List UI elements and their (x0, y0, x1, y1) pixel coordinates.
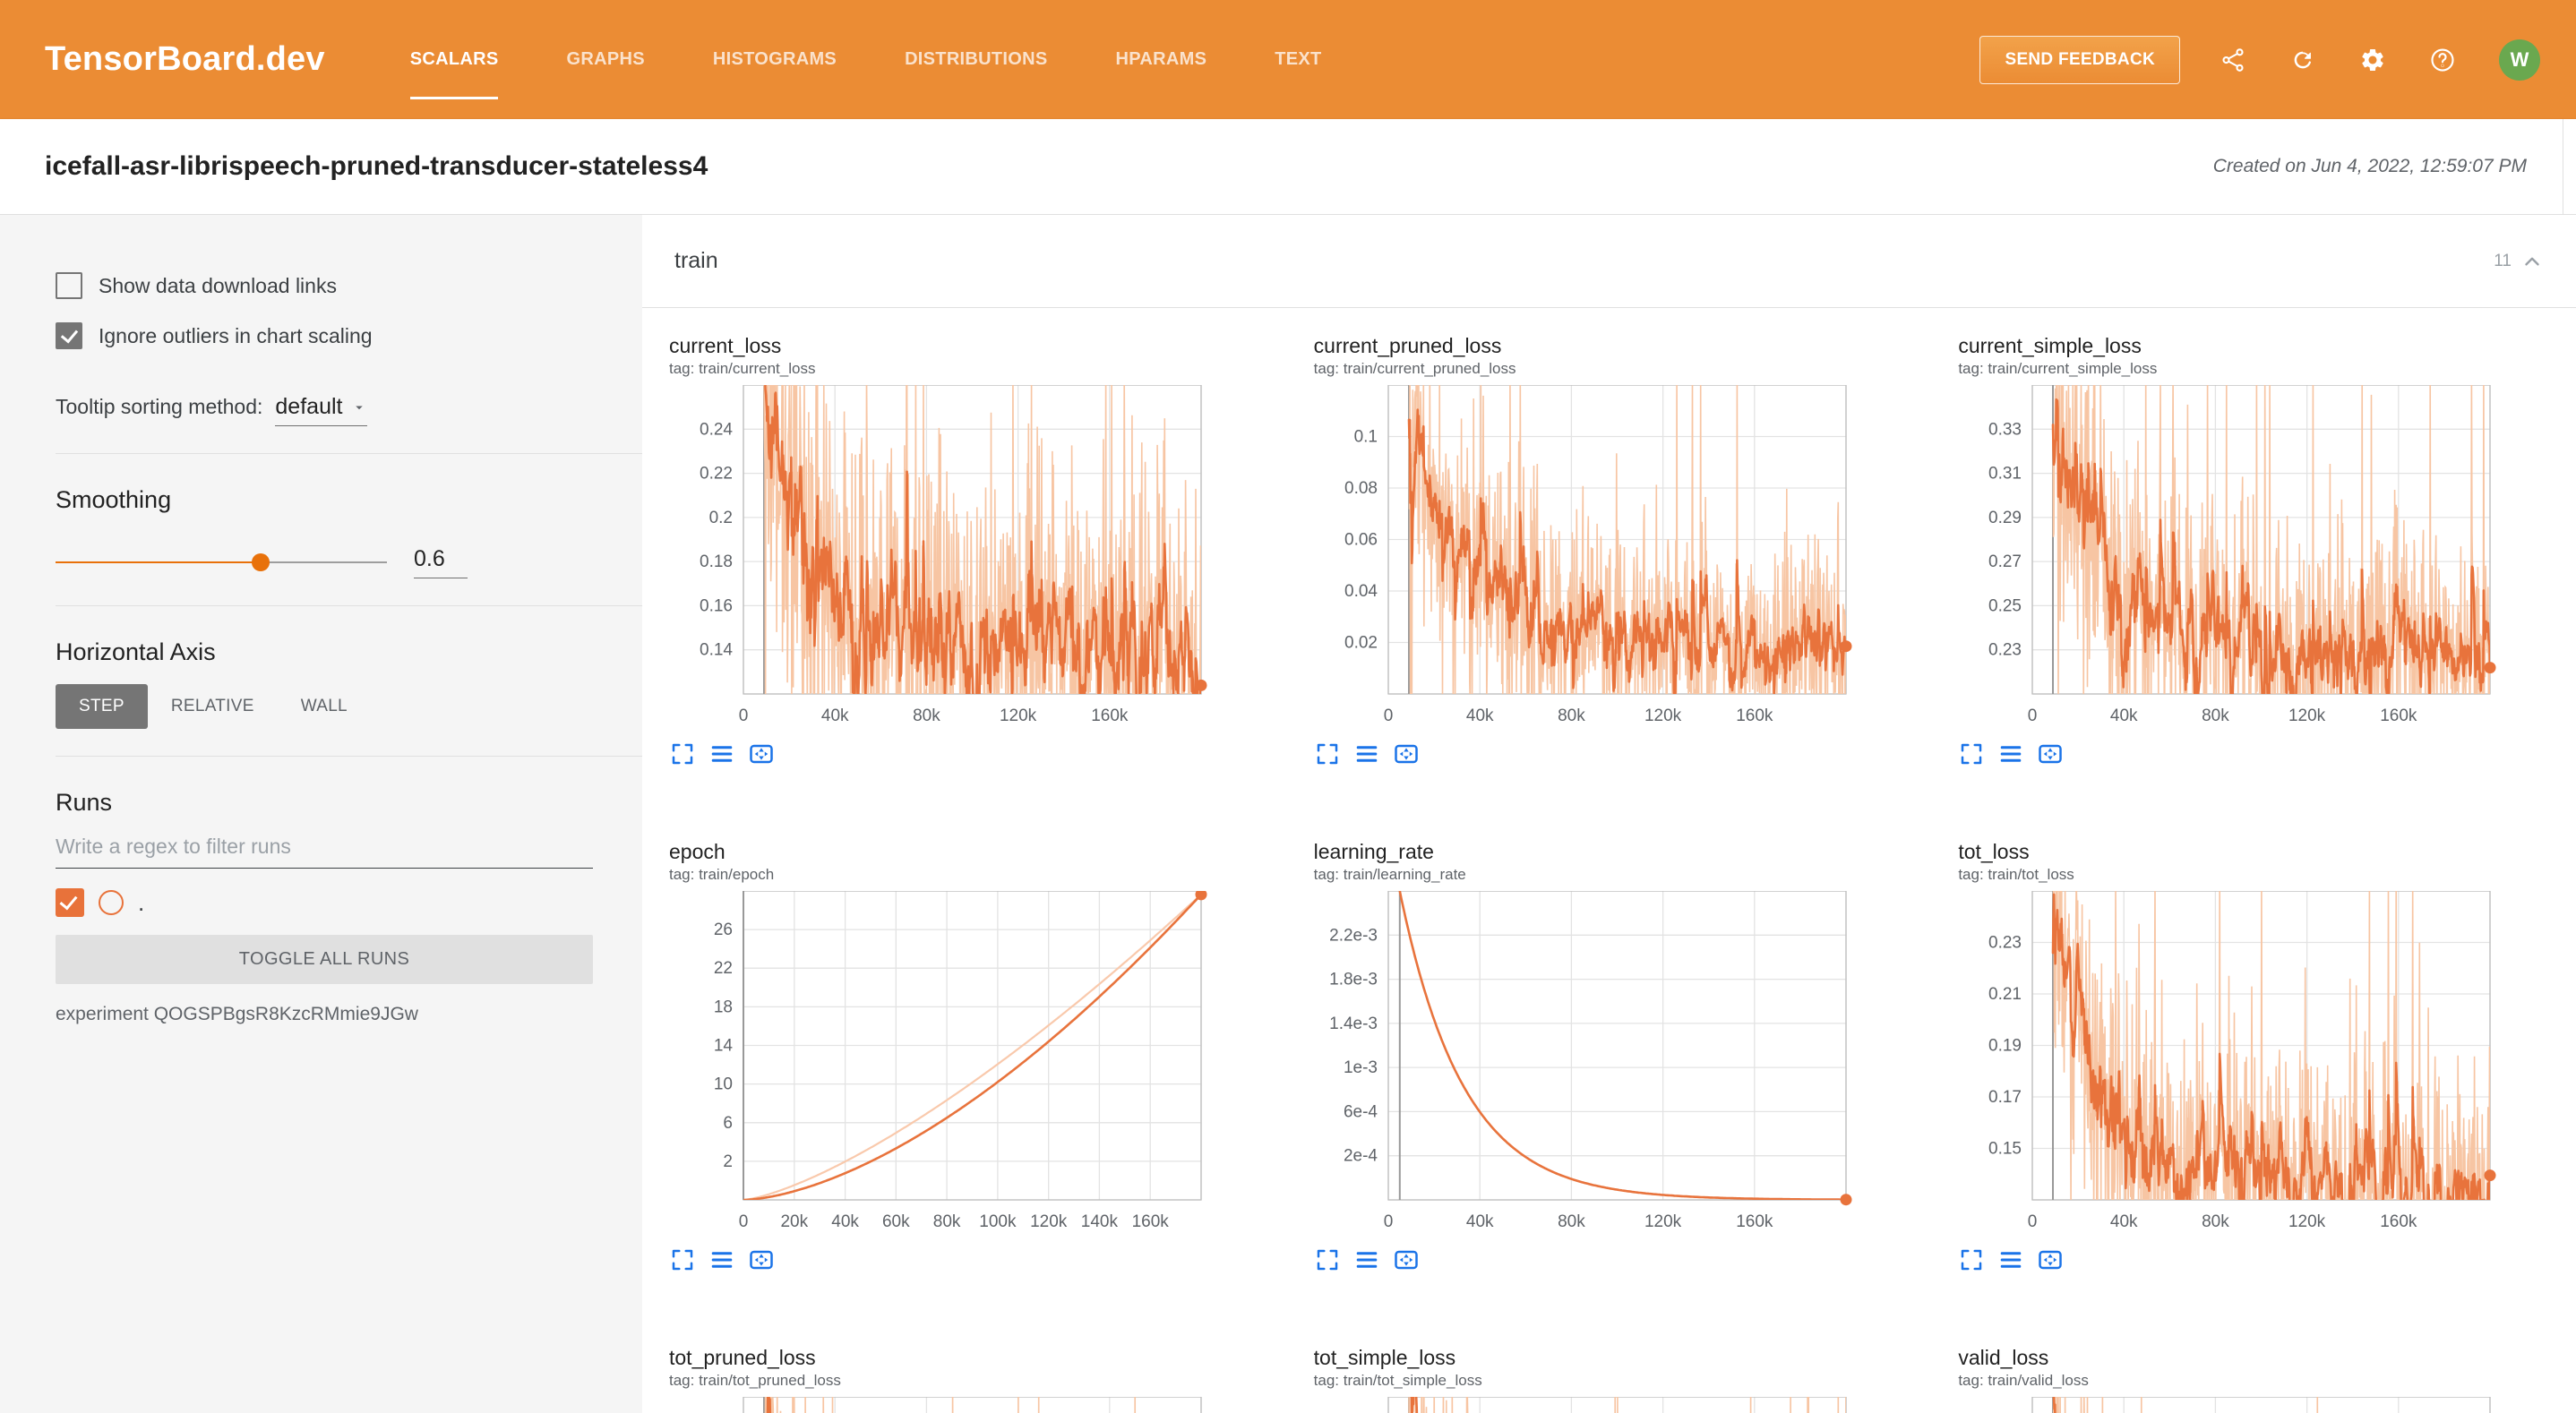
svg-text:120k: 120k (1030, 1212, 1068, 1231)
svg-text:2.2e-3: 2.2e-3 (1329, 926, 1378, 945)
svg-text:40k: 40k (2110, 1212, 2138, 1231)
svg-text:0: 0 (1383, 1212, 1393, 1231)
svg-text:120k: 120k (2288, 706, 2326, 725)
svg-text:0.23: 0.23 (1988, 934, 2022, 953)
svg-text:80k: 80k (1558, 706, 1585, 725)
svg-text:0.18: 0.18 (700, 552, 733, 571)
svg-text:0.2: 0.2 (709, 509, 733, 527)
svg-text:0.24: 0.24 (700, 420, 733, 439)
svg-text:80k: 80k (2202, 706, 2229, 725)
svg-text:2e-4: 2e-4 (1344, 1147, 1378, 1166)
svg-text:120k: 120k (1000, 706, 1037, 725)
svg-text:120k: 120k (2288, 1212, 2326, 1231)
svg-text:80k: 80k (913, 706, 940, 725)
svg-text:0: 0 (1383, 706, 1393, 725)
svg-text:0.16: 0.16 (700, 596, 733, 615)
svg-text:40k: 40k (831, 1212, 859, 1231)
svg-text:10: 10 (714, 1075, 733, 1094)
svg-text:160k: 160k (2381, 1212, 2418, 1231)
svg-text:6e-4: 6e-4 (1344, 1102, 1378, 1121)
svg-text:160k: 160k (1091, 706, 1129, 725)
svg-text:26: 26 (714, 921, 733, 939)
svg-text:2: 2 (723, 1152, 733, 1171)
svg-text:0.04: 0.04 (1344, 582, 1378, 601)
svg-text:22: 22 (714, 959, 733, 978)
svg-text:80k: 80k (2202, 1212, 2229, 1231)
svg-text:14: 14 (714, 1037, 734, 1056)
svg-text:120k: 120k (1644, 1212, 1682, 1231)
svg-text:0.33: 0.33 (1988, 420, 2022, 439)
svg-text:18: 18 (714, 998, 733, 1016)
svg-text:140k: 140k (1081, 1212, 1119, 1231)
svg-text:120k: 120k (1644, 706, 1682, 725)
svg-text:0.27: 0.27 (1988, 552, 2022, 571)
svg-text:100k: 100k (979, 1212, 1017, 1231)
svg-text:0.1: 0.1 (1353, 428, 1377, 447)
svg-text:40k: 40k (821, 706, 849, 725)
svg-text:0.22: 0.22 (700, 465, 733, 484)
svg-text:60k: 60k (882, 1212, 910, 1231)
svg-text:160k: 160k (1736, 706, 1773, 725)
svg-text:160k: 160k (1132, 1212, 1170, 1231)
svg-text:1e-3: 1e-3 (1344, 1058, 1378, 1077)
svg-text:0: 0 (739, 706, 749, 725)
svg-text:80k: 80k (933, 1212, 961, 1231)
svg-text:0.23: 0.23 (1988, 641, 2022, 660)
svg-text:1.8e-3: 1.8e-3 (1329, 971, 1378, 989)
svg-text:6: 6 (723, 1114, 733, 1133)
svg-text:0.08: 0.08 (1344, 479, 1378, 498)
svg-text:0.15: 0.15 (1988, 1140, 2022, 1159)
svg-text:0.25: 0.25 (1988, 596, 2022, 615)
svg-text:1.4e-3: 1.4e-3 (1329, 1015, 1378, 1033)
svg-text:40k: 40k (2110, 706, 2138, 725)
svg-text:0.29: 0.29 (1988, 509, 2022, 527)
svg-text:0.02: 0.02 (1344, 634, 1378, 653)
svg-text:0.17: 0.17 (1988, 1088, 2022, 1107)
svg-text:0.19: 0.19 (1988, 1037, 2022, 1056)
svg-text:0.31: 0.31 (1988, 465, 2022, 484)
svg-text:80k: 80k (1558, 1212, 1585, 1231)
svg-text:0: 0 (2028, 706, 2038, 725)
svg-text:40k: 40k (1466, 706, 1494, 725)
svg-text:0.06: 0.06 (1344, 531, 1378, 550)
svg-text:0.14: 0.14 (700, 641, 733, 660)
svg-text:0: 0 (739, 1212, 749, 1231)
svg-text:40k: 40k (1466, 1212, 1494, 1231)
svg-text:0: 0 (2028, 1212, 2038, 1231)
svg-text:160k: 160k (1736, 1212, 1773, 1231)
svg-text:160k: 160k (2381, 706, 2418, 725)
svg-text:20k: 20k (780, 1212, 808, 1231)
svg-text:0.21: 0.21 (1988, 985, 2022, 1004)
